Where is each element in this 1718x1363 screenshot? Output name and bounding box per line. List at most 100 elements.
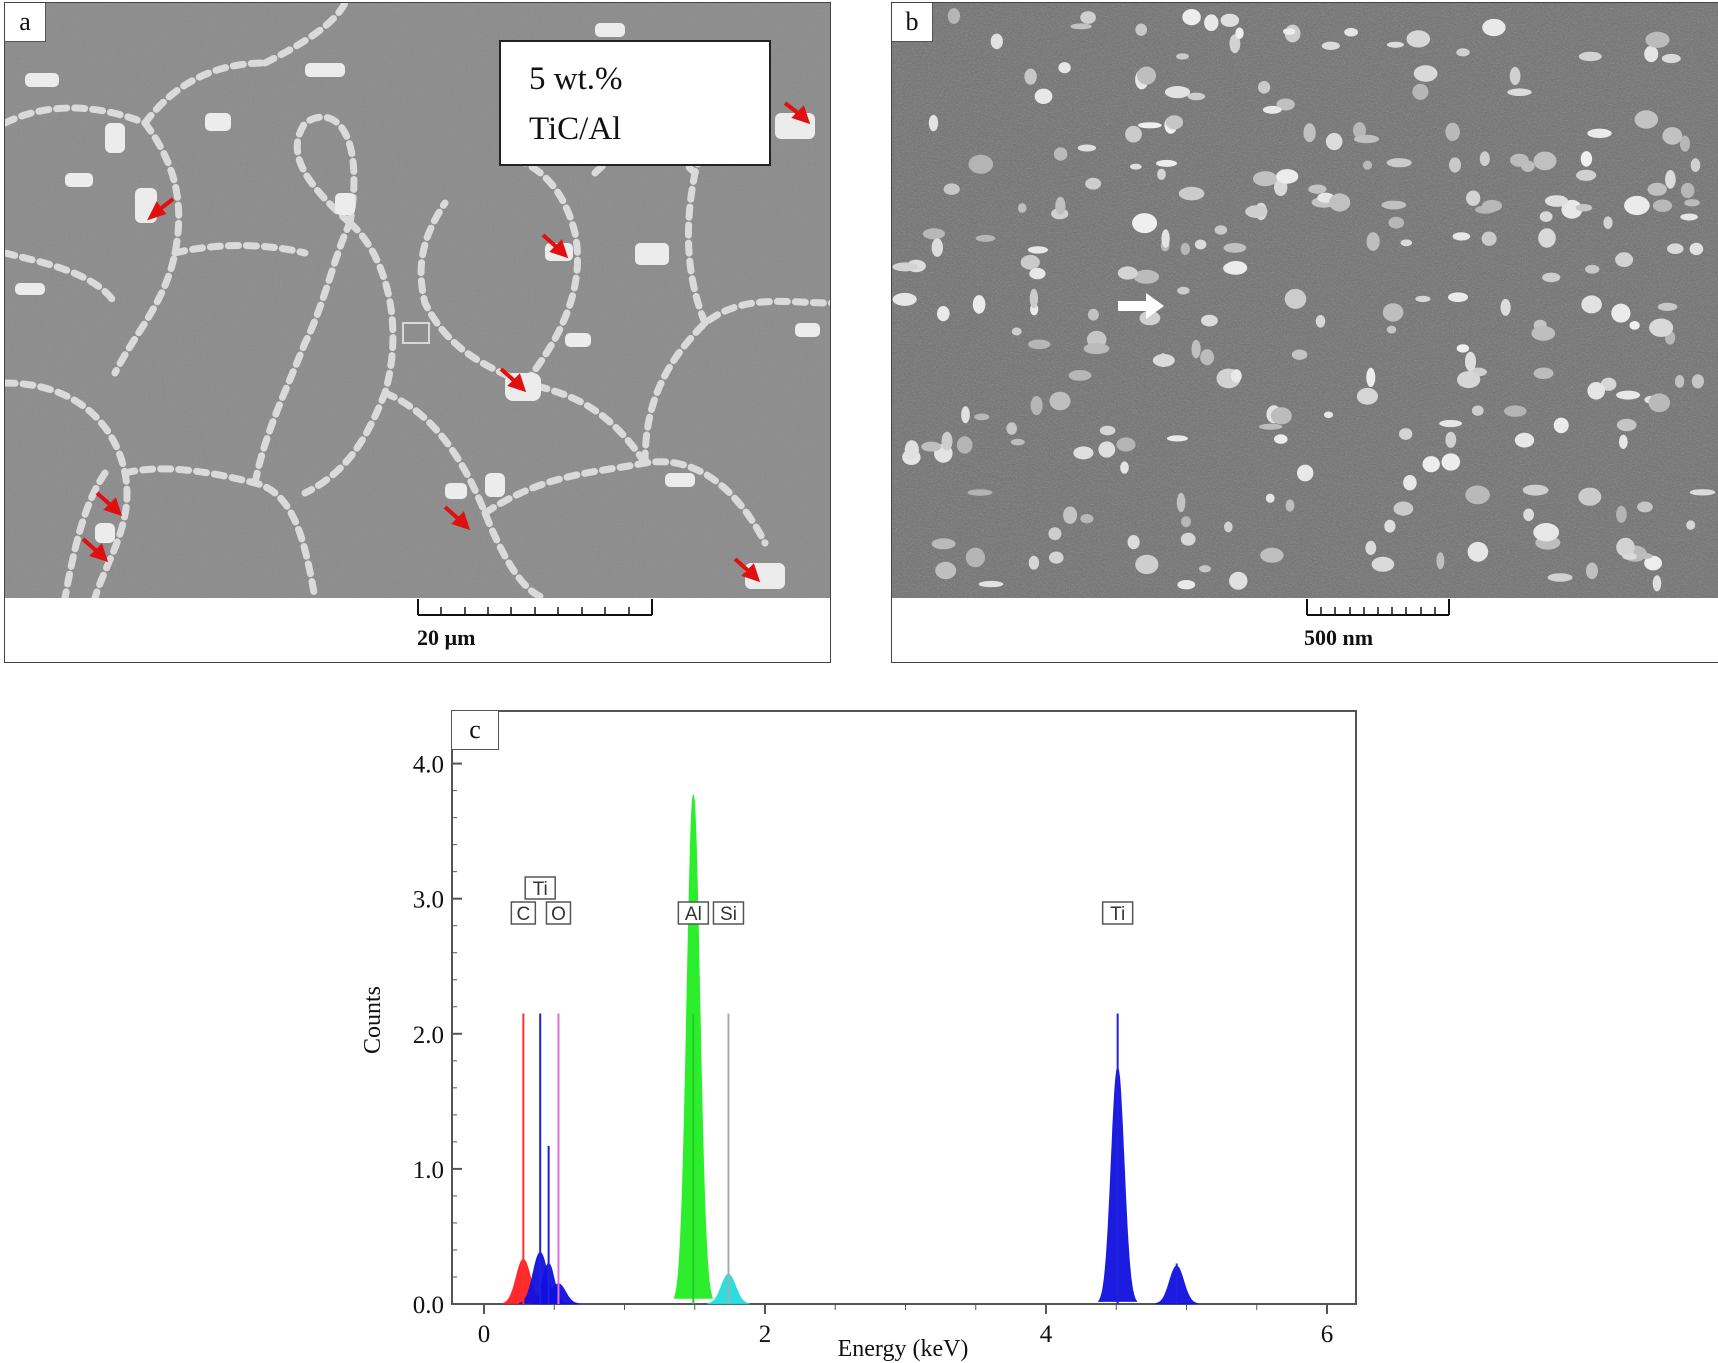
nano-particle: [1152, 354, 1175, 367]
nano-particle: [1382, 303, 1404, 322]
nano-particle: [1400, 239, 1413, 247]
nano-particle: [1285, 499, 1295, 512]
nano-particle: [1399, 428, 1413, 440]
nano-particle: [1087, 308, 1099, 321]
nano-particle: [1116, 437, 1136, 452]
nano-particle: [1386, 158, 1412, 168]
nano-particle: [1182, 9, 1201, 26]
nano-particle: [1235, 27, 1244, 39]
nano-particle: [1214, 225, 1228, 235]
nano-particle: [1130, 163, 1142, 170]
nano-particle: [1139, 310, 1161, 326]
nano-particle: [1680, 213, 1698, 221]
nano-particle: [892, 292, 917, 306]
nano-particle: [1068, 370, 1092, 381]
nano-particle: [1388, 216, 1405, 229]
x-tick-label: 6: [1321, 1321, 1334, 1348]
nano-particle: [1323, 411, 1334, 419]
panel-letter-c: c: [452, 711, 499, 750]
nano-particle: [1070, 23, 1092, 30]
nano-particle: [1439, 419, 1462, 428]
nano-particle: [1600, 377, 1617, 391]
nano-particle: [1471, 405, 1484, 416]
nano-particle: [1448, 292, 1468, 303]
nano-particle: [1083, 343, 1110, 355]
x-tick-label: 2: [759, 1321, 772, 1348]
nano-particle: [1325, 132, 1343, 151]
nano-particle: [1353, 122, 1366, 139]
nano-particle: [1415, 295, 1431, 303]
nano-particle: [1006, 422, 1017, 435]
nano-particle: [943, 183, 960, 195]
nano-particle: [1533, 367, 1554, 380]
nano-particle: [931, 538, 956, 550]
y-tick-label: 0.0: [413, 1292, 444, 1319]
nano-particle: [1533, 523, 1560, 542]
x-tick-label: 0: [478, 1321, 491, 1348]
nano-particle: [892, 262, 919, 272]
nano-particle: [1652, 199, 1673, 212]
sample-label-line2: TiC/Al: [529, 111, 622, 147]
nano-particle: [1412, 83, 1429, 100]
nano-particle: [1403, 475, 1417, 491]
nano-particle: [1466, 190, 1481, 206]
nano-particle: [1127, 535, 1140, 550]
nano-particle: [1578, 487, 1602, 506]
nano-particle: [1020, 254, 1040, 270]
nano-particle: [978, 580, 1004, 588]
nano-particle: [1680, 135, 1690, 152]
nano-particle: [1649, 318, 1674, 337]
nano-particle: [1422, 456, 1440, 473]
nano-particle: [1315, 315, 1326, 328]
nano-particle: [947, 8, 960, 24]
nano-particle: [1017, 203, 1027, 213]
nano-particle: [1366, 367, 1376, 387]
nano-particle: [1284, 288, 1307, 309]
nano-particle: [1522, 484, 1549, 496]
nano-particle: [1055, 196, 1066, 215]
nano-particle: [1689, 489, 1716, 496]
nano-particle: [1137, 122, 1162, 129]
nano-particle: [961, 406, 970, 424]
nano-particle: [1586, 562, 1598, 580]
nano-particle: [1507, 88, 1532, 96]
nano-particle: [1204, 14, 1219, 31]
nano-particle: [1406, 30, 1431, 48]
nano-particle: [1176, 492, 1186, 513]
element-label-box: [677, 901, 710, 925]
panel-a-sem-micrograph: a 5 wt.% TiC/Al 20 µm: [4, 2, 831, 663]
nano-particle: [1481, 231, 1497, 246]
nano-particle: [1011, 327, 1022, 336]
nano-particle: [1137, 66, 1156, 85]
nano-particle: [1467, 541, 1489, 562]
nano-particle: [1644, 45, 1659, 63]
nano-particle: [1356, 387, 1378, 405]
nano-particle: [1587, 382, 1605, 400]
nano-particle: [1176, 53, 1189, 60]
nano-particle: [1063, 506, 1078, 524]
nano-particle: [1259, 423, 1283, 430]
nano-particle: [1125, 125, 1142, 143]
nano-particle: [1371, 556, 1395, 572]
nano-particle: [1531, 326, 1556, 341]
sample-label-line1: 5 wt.%: [529, 61, 623, 97]
nano-particle: [1457, 371, 1481, 389]
nano-particle: [922, 228, 945, 240]
nano-particle: [1029, 288, 1039, 309]
nano-particle: [1616, 390, 1641, 400]
nano-particle: [1276, 169, 1299, 184]
nano-particle: [1587, 128, 1612, 138]
nano-particle: [1362, 160, 1373, 170]
scale-label-b: 500 nm: [1304, 625, 1374, 650]
nano-particle: [1265, 493, 1275, 503]
nano-particle: [1053, 147, 1068, 161]
nano-particle: [1456, 48, 1470, 57]
nano-particle: [1689, 242, 1704, 256]
nano-particle: [931, 238, 943, 257]
panel-b-sem-micrograph: b 500 nm: [891, 2, 1718, 663]
nano-particle: [1201, 314, 1218, 327]
nano-particle: [965, 547, 985, 568]
nano-particle: [1465, 485, 1490, 505]
nano-particle: [1157, 168, 1166, 180]
